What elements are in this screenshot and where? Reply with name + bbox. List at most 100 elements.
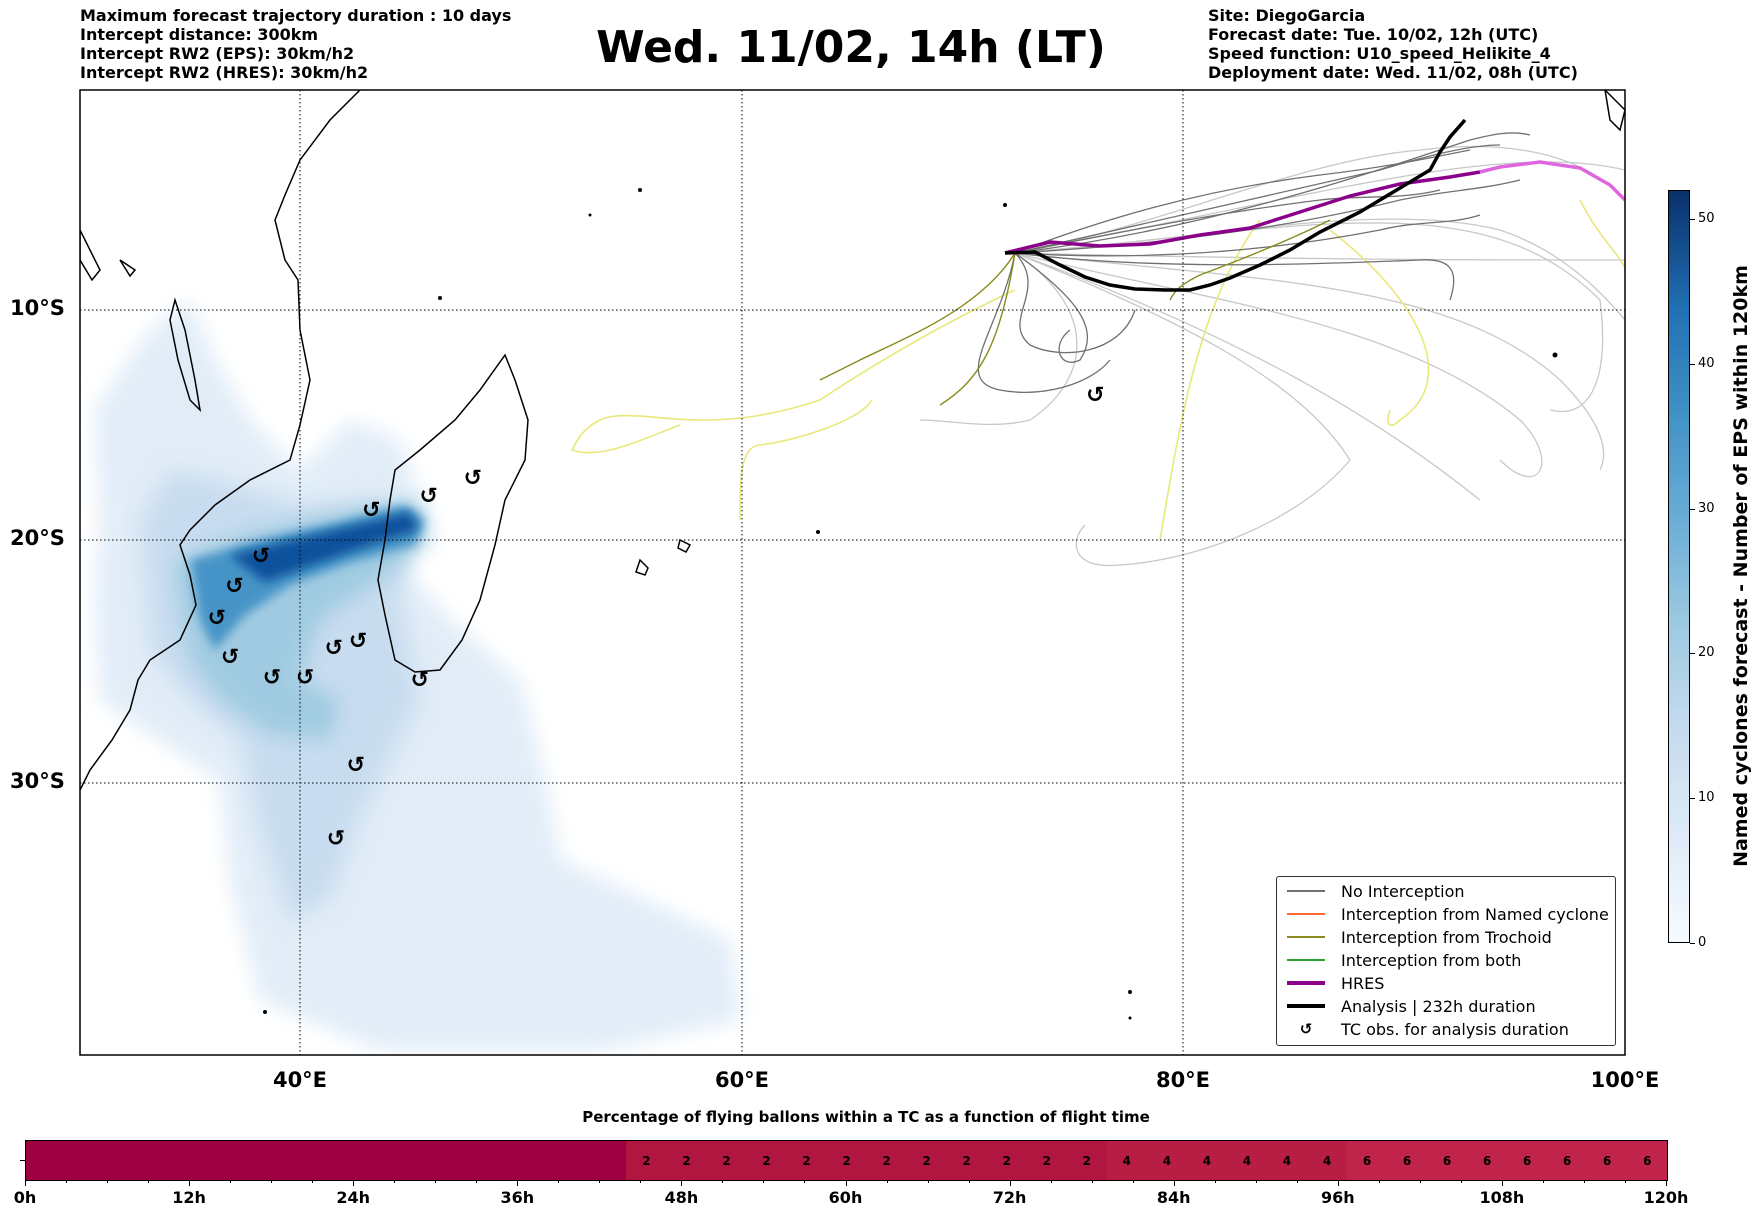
timeline-segment: 6 <box>1547 1141 1588 1180</box>
timeline-segment <box>426 1141 467 1180</box>
timeline-tick-label: 72h <box>992 1188 1027 1207</box>
colorbar-tick <box>1690 363 1695 365</box>
timeline-segment: 4 <box>1266 1141 1307 1180</box>
timeline-segment <box>66 1141 107 1180</box>
legend-item-both: Interception from both <box>1287 949 1521 971</box>
track <box>1014 252 1136 354</box>
track <box>819 252 1016 381</box>
colorbar-tick-label: 10 <box>1698 790 1715 806</box>
timeline-segment: 2 <box>906 1141 947 1180</box>
timeline-y-tick <box>20 1160 25 1161</box>
timeline-tick <box>394 1180 396 1183</box>
lat-label-10s: 10°S <box>10 296 65 320</box>
timeline-segment: 4 <box>1106 1141 1147 1180</box>
timeline-tick <box>107 1180 109 1183</box>
timeline-tick <box>681 1180 683 1186</box>
timeline-tick-label: 120h <box>1643 1188 1689 1207</box>
timeline-tick <box>148 1180 150 1183</box>
timeline-tick <box>1296 1180 1298 1183</box>
track <box>1014 252 1625 261</box>
tc-obs-layer: ↺↺↺↺↺↺↺ ↺↺ ↺↺↺↺↺↺ <box>208 383 1105 851</box>
legend-item-no-interception: No Interception <box>1287 880 1465 902</box>
track <box>1014 132 1531 254</box>
islet <box>816 530 820 534</box>
olive-line-icon <box>1287 936 1325 938</box>
legend-label: Interception from Trochoid <box>1341 927 1552 947</box>
timeline-tick-label: 24h <box>336 1188 371 1207</box>
island <box>80 229 101 282</box>
track <box>1014 252 1351 567</box>
timeline-segment: 4 <box>1226 1141 1267 1180</box>
cyclone-density-layer <box>95 300 740 1050</box>
tc-obs-marker: ↺ <box>325 636 343 661</box>
timeline-tick <box>1460 1180 1462 1183</box>
island <box>677 538 692 553</box>
timeline-tick <box>476 1180 478 1183</box>
timeline-segment <box>586 1141 627 1180</box>
africa-coast <box>80 90 361 791</box>
timeline-tick <box>1009 1180 1011 1186</box>
track <box>1014 252 1455 301</box>
header-line: Intercept distance: 300km <box>80 25 319 44</box>
legend-label: Analysis | 232h duration <box>1341 996 1536 1016</box>
timeline-tick <box>640 1180 642 1183</box>
timeline-segment: 6 <box>1587 1141 1628 1180</box>
timeline-tick-label: 84h <box>1156 1188 1191 1207</box>
colorbar <box>1668 190 1690 943</box>
header-line: Maximum forecast trajectory duration : 1… <box>80 6 512 25</box>
timeline-segment <box>506 1141 547 1180</box>
timeline-tick <box>599 1180 601 1183</box>
timeline-tick <box>1583 1180 1585 1183</box>
timeline-tick <box>353 1180 355 1186</box>
timeline-tick <box>25 1180 26 1186</box>
lon-label-40e: 40°E <box>272 1068 328 1092</box>
tc-obs-marker: ↺ <box>464 466 482 491</box>
timeline-tick-label: 12h <box>172 1188 206 1207</box>
legend-item-analysis: Analysis | 232h duration <box>1287 995 1536 1017</box>
islet <box>1003 203 1007 207</box>
timeline-segment: 6 <box>1387 1141 1428 1180</box>
lon-label-60e: 60°E <box>714 1068 770 1092</box>
islet <box>263 1010 267 1014</box>
tc-obs-marker: ↺ <box>252 544 270 569</box>
colorbar-tick <box>1690 508 1695 510</box>
timeline-tick-label: 60h <box>828 1188 863 1207</box>
tc-obs-marker: ↺ <box>296 666 314 691</box>
timeline-tick <box>722 1180 724 1183</box>
timeline-tick <box>1255 1180 1257 1183</box>
lat-label-30s: 30°S <box>10 769 65 793</box>
timeline-tick <box>1624 1180 1626 1183</box>
timeline-tick-label: 0h <box>13 1188 37 1207</box>
timeline-title: Percentage of flying ballons within a TC… <box>582 1108 1150 1126</box>
timeline-segment: 2 <box>866 1141 907 1180</box>
timeline-segment: 6 <box>1507 1141 1548 1180</box>
hres-track <box>1004 170 1481 255</box>
timeline-segment <box>266 1141 307 1180</box>
timeline-segment <box>386 1141 427 1180</box>
legend-item-tc-obs: ↺ TC obs. for analysis duration <box>1287 1018 1569 1040</box>
timeline-tick <box>435 1180 437 1183</box>
legend-label: No Interception <box>1341 881 1465 901</box>
timeline-tick <box>1050 1180 1052 1183</box>
timeline-tick <box>558 1180 560 1183</box>
tc-obs-marker: ↺ <box>327 827 345 852</box>
track <box>1014 252 1605 471</box>
tc-obs-marker: ↺ <box>221 645 239 670</box>
colorbar-tick <box>1690 653 1695 655</box>
track <box>1329 229 1430 426</box>
header-line: Speed function: U10_speed_Helikite_4 <box>1208 44 1551 63</box>
track <box>570 289 1016 521</box>
track <box>1014 144 1501 254</box>
timeline-segment: 2 <box>666 1141 707 1180</box>
timeline-tick <box>189 1180 191 1186</box>
timeline-tick <box>230 1180 232 1183</box>
timeline-segment: 6 <box>1467 1141 1508 1180</box>
timeline-tick <box>1091 1180 1093 1183</box>
timeline-segment: 4 <box>1146 1141 1187 1180</box>
timeline-segment <box>346 1141 387 1180</box>
coastlines <box>80 90 1625 791</box>
timeline-tick <box>927 1180 929 1183</box>
islet-dots <box>263 188 1558 1020</box>
